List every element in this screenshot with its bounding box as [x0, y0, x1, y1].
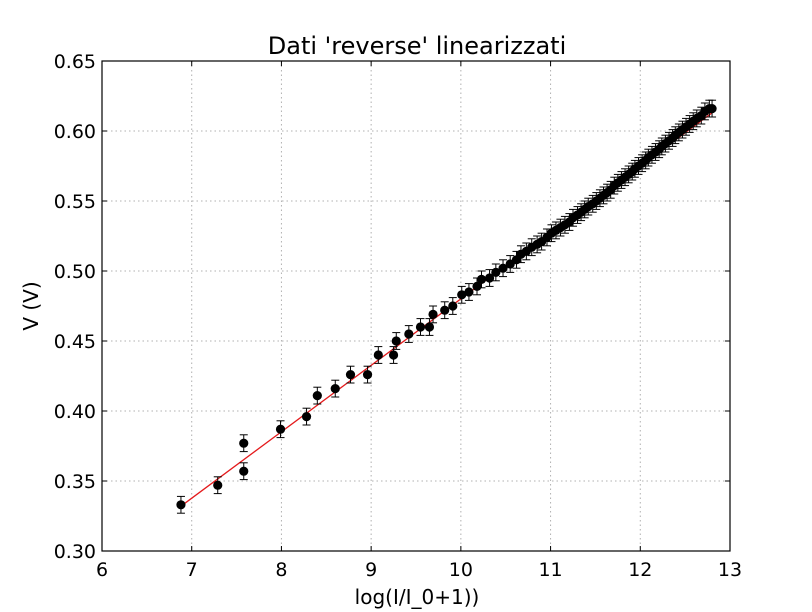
data-point [301, 412, 312, 422]
data-point [491, 267, 501, 277]
x-tick-label: 8 [275, 559, 287, 581]
data-point [440, 305, 450, 315]
x-axis-label: log(I/I_0+1)) [355, 585, 480, 609]
chart-title: Dati 'reverse' linearizzati [268, 32, 566, 60]
x-tick-label: 7 [186, 559, 198, 581]
data-point [213, 480, 223, 490]
y-tick-label: 0.35 [54, 471, 96, 493]
data-point [391, 336, 401, 346]
x-tick-label: 6 [96, 559, 108, 581]
y-tick-label: 0.50 [54, 261, 96, 283]
data-point [275, 424, 286, 434]
data-point [498, 263, 508, 273]
data-point [312, 391, 322, 401]
x-tick-label: 13 [718, 559, 742, 581]
data-point [448, 301, 458, 311]
data-point [415, 322, 426, 332]
data-point [464, 287, 474, 297]
data-point [476, 274, 487, 284]
data-point [345, 370, 356, 380]
x-tick-label: 10 [449, 559, 473, 581]
x-tick-label: 11 [538, 559, 562, 581]
data-point [707, 104, 717, 114]
data-point [428, 309, 438, 319]
axis-ticks [101, 60, 731, 552]
data-point [330, 384, 340, 394]
x-tick-label: 12 [628, 559, 652, 581]
x-tick-labels: 6 7 8 9 10 11 12 13 [96, 559, 742, 581]
data-point [404, 329, 414, 339]
data-points [176, 104, 717, 510]
grid-lines [101, 60, 731, 552]
plot-area-frame [101, 60, 731, 552]
data-point [362, 370, 373, 380]
y-tick-label: 0.40 [54, 401, 96, 423]
y-tick-label: 0.60 [54, 121, 96, 143]
data-point [373, 350, 383, 360]
data-point [424, 322, 435, 332]
y-tick-label: 0.55 [54, 191, 96, 213]
y-tick-labels: 0.30 0.35 0.40 0.45 0.50 0.55 0.60 0.65 [54, 51, 96, 563]
y-tick-label: 0.30 [54, 541, 96, 563]
y-axis-label: V (V) [19, 281, 43, 330]
data-point [484, 273, 495, 283]
data-point [472, 281, 482, 291]
x-tick-label: 9 [365, 559, 377, 581]
y-tick-label: 0.45 [54, 331, 96, 353]
data-point [388, 350, 399, 360]
data-point [457, 290, 467, 300]
data-point [239, 466, 249, 476]
data-point [176, 500, 186, 510]
y-tick-label: 0.65 [54, 51, 96, 73]
data-point [239, 438, 249, 448]
